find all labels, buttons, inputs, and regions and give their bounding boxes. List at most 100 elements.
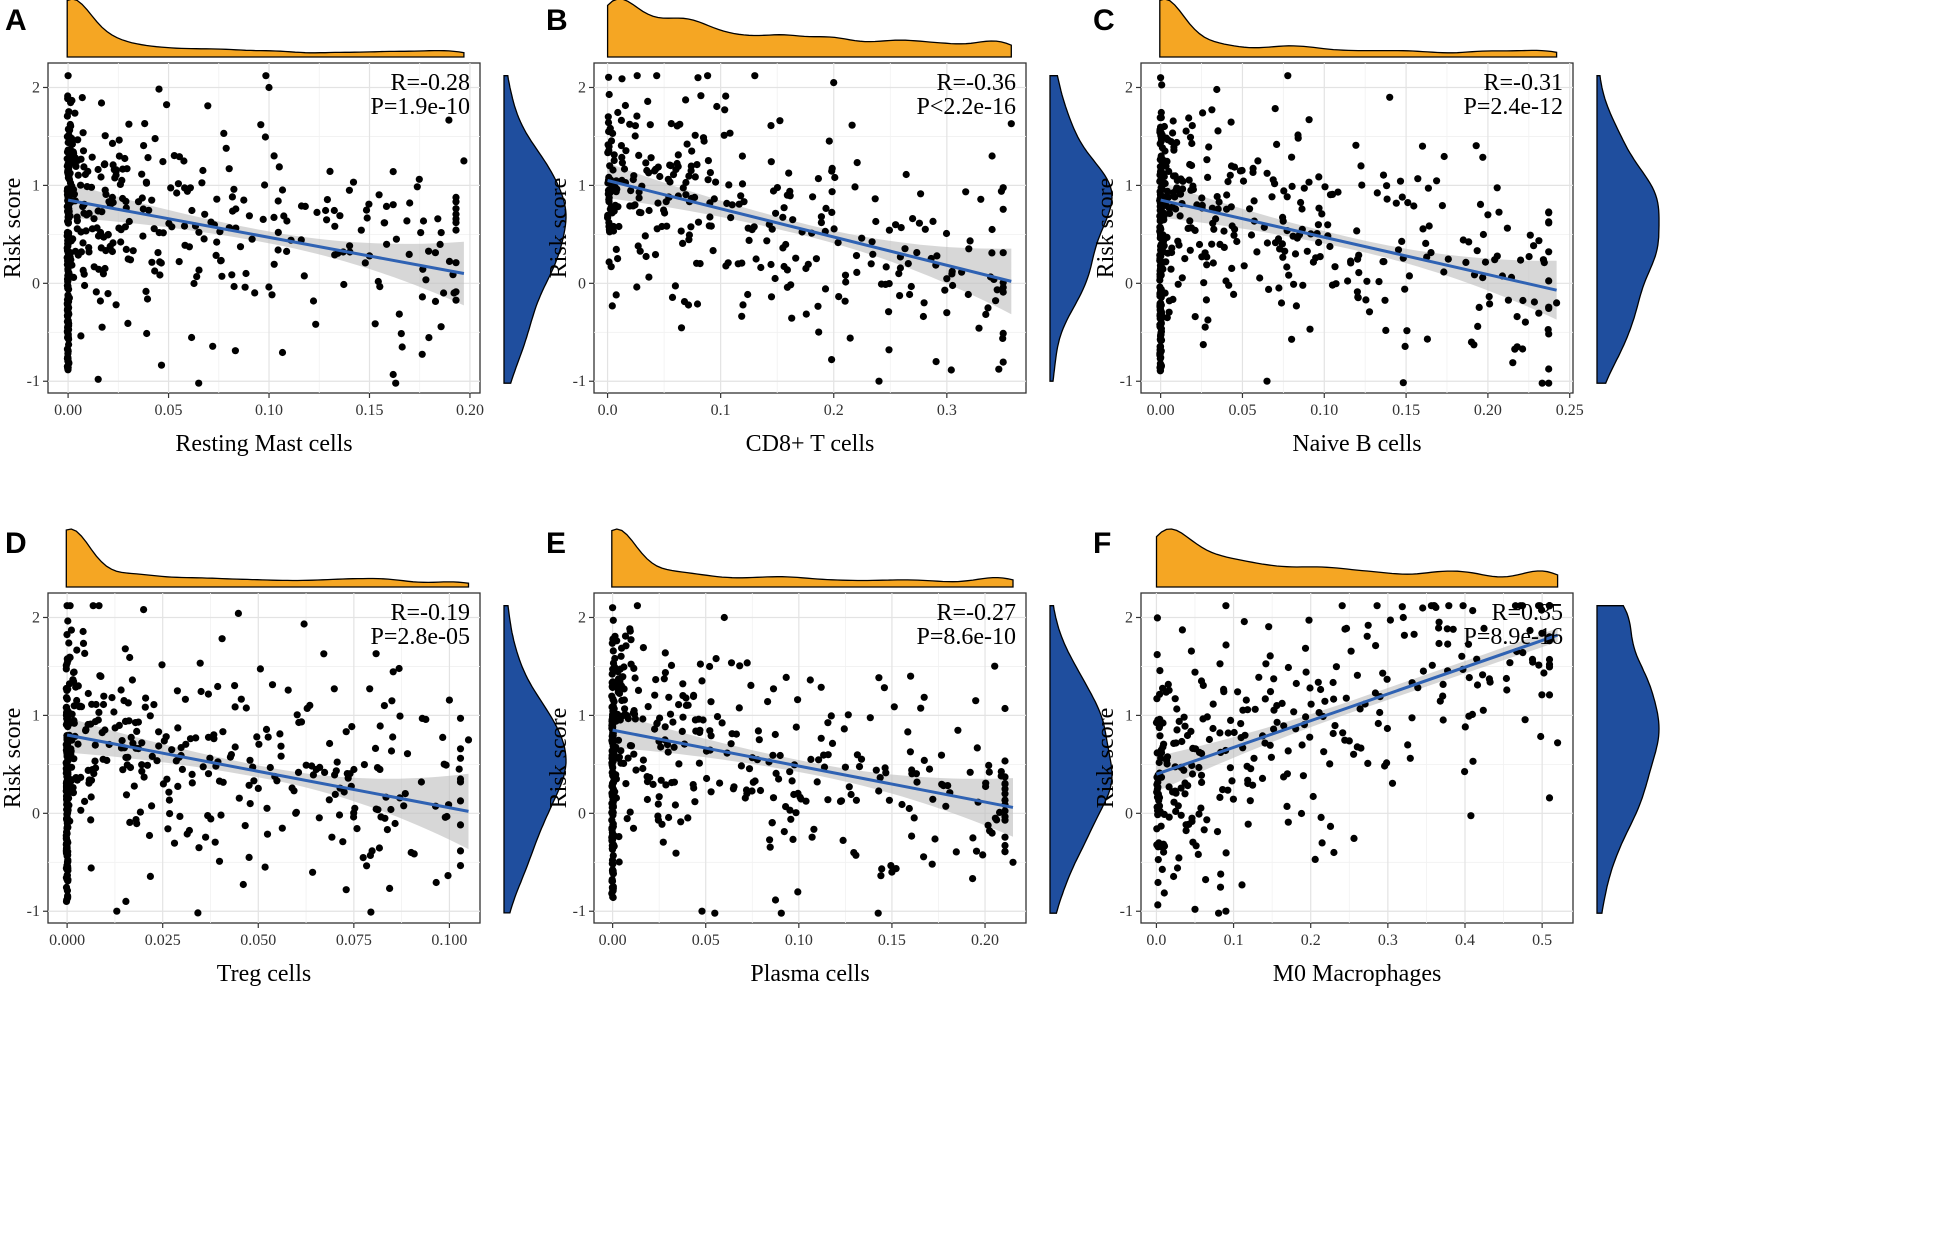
data-point (815, 328, 823, 336)
data-point (396, 712, 404, 720)
data-point (274, 246, 282, 254)
data-point (684, 701, 692, 709)
data-point (181, 184, 189, 192)
data-point (312, 320, 320, 328)
data-point (1331, 263, 1339, 271)
data-point (928, 860, 936, 868)
data-point (360, 761, 368, 769)
data-point (1173, 705, 1181, 713)
data-point (634, 686, 643, 695)
data-point (631, 715, 640, 723)
data-point (125, 120, 133, 128)
x-tick-label: 0.00 (1147, 402, 1175, 419)
data-point (734, 260, 742, 268)
data-point (66, 653, 74, 661)
data-point (70, 668, 78, 676)
y-tick-label: 0 (32, 805, 40, 822)
data-point (814, 302, 822, 310)
data-point (839, 836, 847, 845)
data-point (103, 756, 111, 765)
data-point (66, 817, 74, 825)
data-point (807, 755, 815, 764)
data-point (869, 250, 877, 258)
data-point (167, 184, 175, 192)
data-point (929, 795, 937, 803)
data-point (1230, 290, 1238, 298)
data-point (776, 751, 784, 760)
data-point (1277, 299, 1286, 307)
data-point (320, 650, 328, 658)
data-point (1165, 297, 1173, 305)
data-point (372, 650, 380, 658)
data-point (834, 239, 842, 247)
y-tick-label: 0 (578, 275, 586, 292)
data-point (792, 723, 800, 731)
y-tick-label: 1 (32, 707, 40, 724)
data-point (196, 659, 204, 667)
data-point (76, 702, 84, 710)
data-point (874, 909, 882, 917)
data-point (769, 685, 778, 693)
data-point (383, 240, 391, 248)
data-point (812, 255, 821, 263)
data-point (828, 167, 836, 175)
data-point (1170, 739, 1178, 748)
data-point (1301, 644, 1310, 652)
data-point (938, 780, 946, 788)
data-point (96, 297, 104, 305)
data-point (108, 193, 116, 201)
data-point (1276, 245, 1284, 253)
data-point (728, 730, 736, 738)
data-point (1261, 695, 1269, 703)
data-point (1166, 209, 1174, 217)
x-tick-label: 0.2 (824, 402, 844, 419)
data-point (707, 732, 715, 740)
x-tick-label: 0.1 (711, 402, 731, 419)
data-point (81, 170, 89, 179)
data-point (725, 181, 733, 189)
regression-line (1155, 633, 1559, 776)
data-point (1159, 209, 1167, 217)
data-point (63, 852, 71, 860)
x-density (65, 528, 470, 588)
data-point (407, 848, 415, 857)
data-point (236, 243, 245, 251)
data-point (1382, 326, 1390, 334)
data-point (677, 324, 686, 332)
y-tick-label: 2 (1125, 79, 1133, 96)
data-point (145, 206, 153, 214)
data-point (639, 756, 648, 764)
data-point (847, 790, 855, 799)
data-point (367, 908, 375, 916)
data-point (844, 711, 852, 719)
data-point (143, 295, 152, 303)
data-point (975, 324, 983, 332)
data-point (255, 740, 263, 748)
data-point (1256, 274, 1264, 282)
data-point (156, 271, 164, 279)
data-point (675, 701, 683, 709)
data-point (1157, 336, 1166, 344)
data-point (1503, 224, 1511, 232)
data-point (611, 654, 619, 663)
data-point (1216, 729, 1224, 737)
data-point (1465, 238, 1473, 246)
data-point (405, 250, 413, 258)
data-point (771, 274, 779, 283)
data-point (73, 213, 81, 221)
data-point (1213, 193, 1221, 201)
data-point (1266, 652, 1274, 660)
data-point (679, 239, 687, 247)
data-point (87, 816, 95, 824)
data-point (1230, 231, 1238, 239)
data-point (728, 201, 736, 209)
data-point (810, 825, 818, 833)
data-point (98, 323, 106, 331)
confidence-band (67, 717, 469, 850)
data-point (1007, 120, 1015, 128)
data-point (123, 761, 131, 769)
data-point (965, 245, 973, 253)
data-point (1283, 802, 1291, 811)
data-point (691, 131, 699, 139)
data-point (100, 692, 108, 700)
